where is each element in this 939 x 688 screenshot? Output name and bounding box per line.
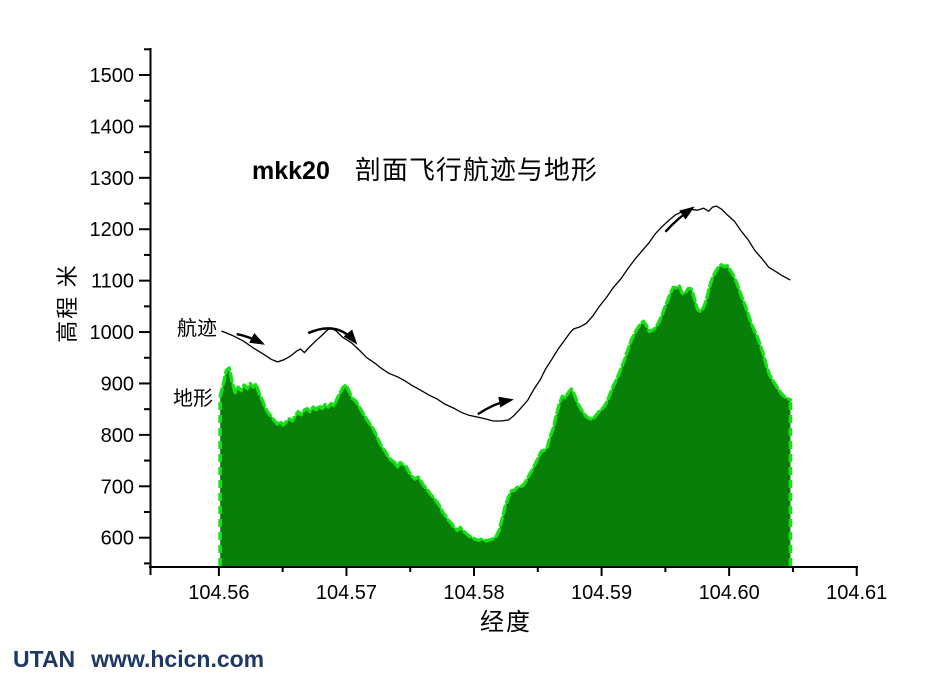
chart-title-text: 剖面飞行航迹与地形 (354, 156, 598, 185)
watermark-url: www.hcicn.com (91, 646, 265, 672)
series-label-terrain: 地形 (173, 388, 213, 410)
x-axis-title: 经度 (480, 610, 532, 636)
x-tick-label: 104.61 (826, 582, 887, 604)
x-tick-label: 104.58 (443, 582, 504, 604)
terrain-area (220, 264, 791, 566)
direction-arrow-2 (307, 327, 358, 345)
x-tick-label: 104.59 (571, 582, 632, 604)
y-tick-label: 600 (101, 528, 134, 550)
direction-arrow-1 (236, 332, 265, 345)
x-tick-label: 104.60 (699, 582, 760, 604)
y-tick-label: 1200 (90, 219, 135, 241)
direction-arrow-4 (664, 206, 695, 233)
y-tick-label: 900 (101, 373, 134, 395)
y-tick-label: 800 (101, 425, 134, 447)
direction-arrow-3 (477, 396, 514, 416)
watermark: UTAN www.hcicn.com (13, 646, 264, 673)
series-label-track: 航迹 (177, 318, 217, 340)
chart-title-code: mkk20 (252, 157, 330, 185)
y-tick-label: 1400 (90, 116, 135, 138)
flight-track-line (221, 205, 791, 422)
y-tick-label: 1000 (90, 322, 135, 344)
x-tick-label: 104.56 (188, 582, 249, 604)
y-tick-label: 1300 (90, 168, 135, 190)
y-tick-label: 1100 (91, 271, 134, 293)
y-axis-title: 高程 米 (55, 263, 80, 343)
terrain-outline (218, 263, 793, 543)
y-tick-label: 1500 (90, 65, 135, 87)
chart-title: mkk20 剖面飞行航迹与地形 (252, 150, 598, 187)
y-tick-label: 700 (101, 476, 134, 498)
x-tick-label: 104.57 (316, 582, 377, 604)
watermark-brand: UTAN (13, 646, 76, 672)
